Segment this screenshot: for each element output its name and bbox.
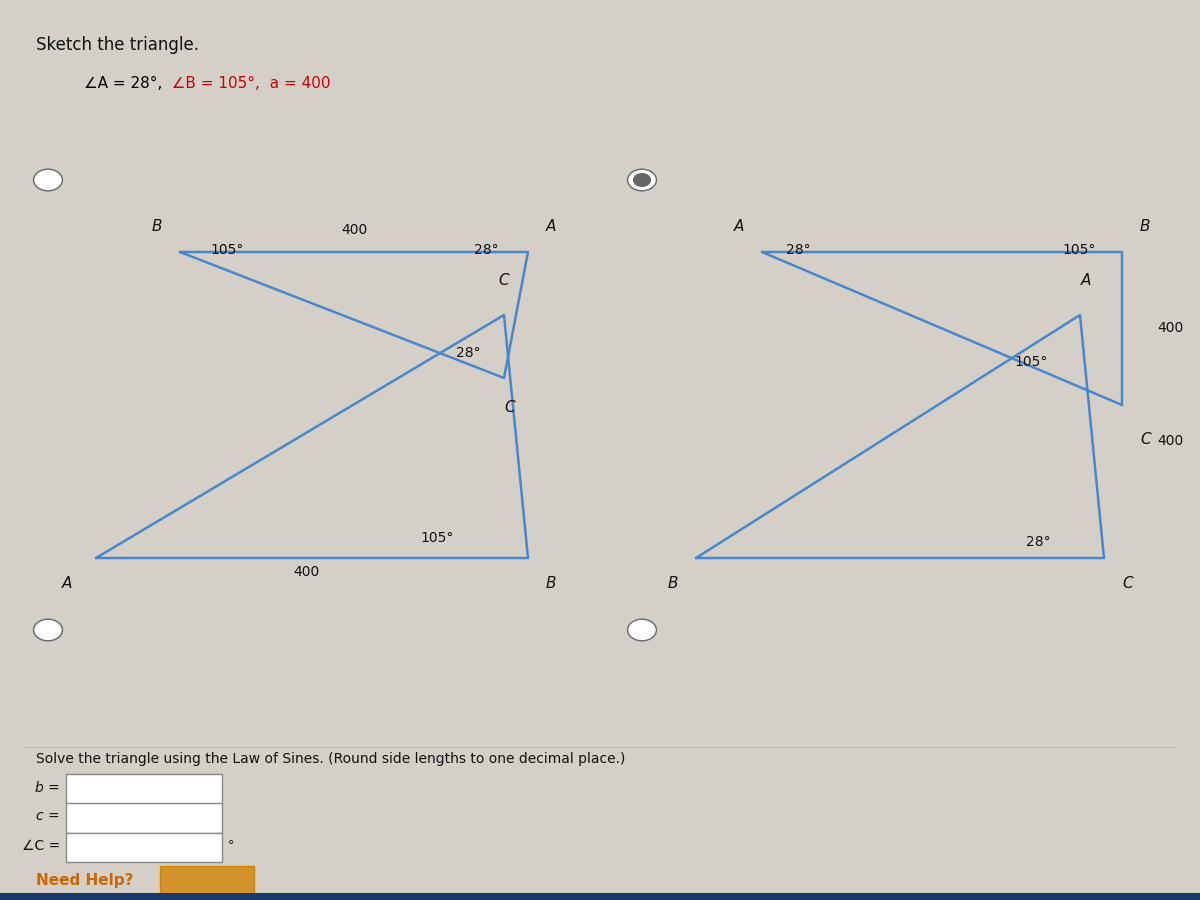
Text: 400: 400	[341, 222, 367, 237]
Text: Solve the triangle using the Law of Sines. (Round side lengths to one decimal pl: Solve the triangle using the Law of Sine…	[36, 752, 625, 766]
Circle shape	[34, 169, 62, 191]
Text: b =: b =	[35, 780, 60, 795]
Text: 400: 400	[293, 564, 319, 579]
FancyBboxPatch shape	[66, 803, 222, 833]
Text: ∠B = 105°,: ∠B = 105°,	[162, 76, 260, 92]
Text: Sketch the triangle.: Sketch the triangle.	[36, 36, 199, 54]
Circle shape	[634, 174, 650, 186]
Text: Need Help?: Need Help?	[36, 873, 133, 887]
Bar	[0, 893, 1200, 900]
Text: C: C	[505, 400, 515, 416]
Text: 400: 400	[1157, 434, 1183, 448]
Circle shape	[628, 169, 656, 191]
Circle shape	[628, 619, 656, 641]
Text: B: B	[151, 219, 162, 234]
Text: B: B	[667, 576, 678, 591]
Text: ∠A = 28°,: ∠A = 28°,	[84, 76, 162, 92]
Text: A: A	[546, 219, 557, 234]
Text: C: C	[499, 273, 509, 288]
Text: 28°: 28°	[1026, 535, 1051, 549]
Text: 105°: 105°	[420, 530, 454, 544]
Text: B: B	[546, 576, 557, 591]
Text: B: B	[1140, 219, 1151, 234]
Text: a = 400: a = 400	[260, 76, 331, 92]
Text: 105°: 105°	[210, 242, 244, 256]
Text: ∠C =: ∠C =	[22, 839, 60, 853]
Text: 28°: 28°	[456, 346, 481, 360]
FancyBboxPatch shape	[160, 866, 254, 895]
Text: 400: 400	[1157, 321, 1183, 336]
Text: 28°: 28°	[474, 242, 499, 256]
Text: C: C	[1122, 576, 1133, 591]
Text: A: A	[61, 576, 72, 591]
Text: C: C	[1140, 432, 1151, 447]
FancyBboxPatch shape	[66, 774, 222, 804]
Text: °: °	[228, 840, 234, 852]
Text: A: A	[733, 219, 744, 234]
Text: A: A	[1081, 273, 1091, 288]
Text: 105°: 105°	[1014, 355, 1048, 369]
Text: 28°: 28°	[786, 242, 811, 256]
Text: c =: c =	[36, 809, 60, 824]
Text: Read It: Read It	[182, 874, 232, 886]
Circle shape	[34, 619, 62, 641]
Text: 105°: 105°	[1062, 242, 1096, 256]
FancyBboxPatch shape	[66, 832, 222, 862]
